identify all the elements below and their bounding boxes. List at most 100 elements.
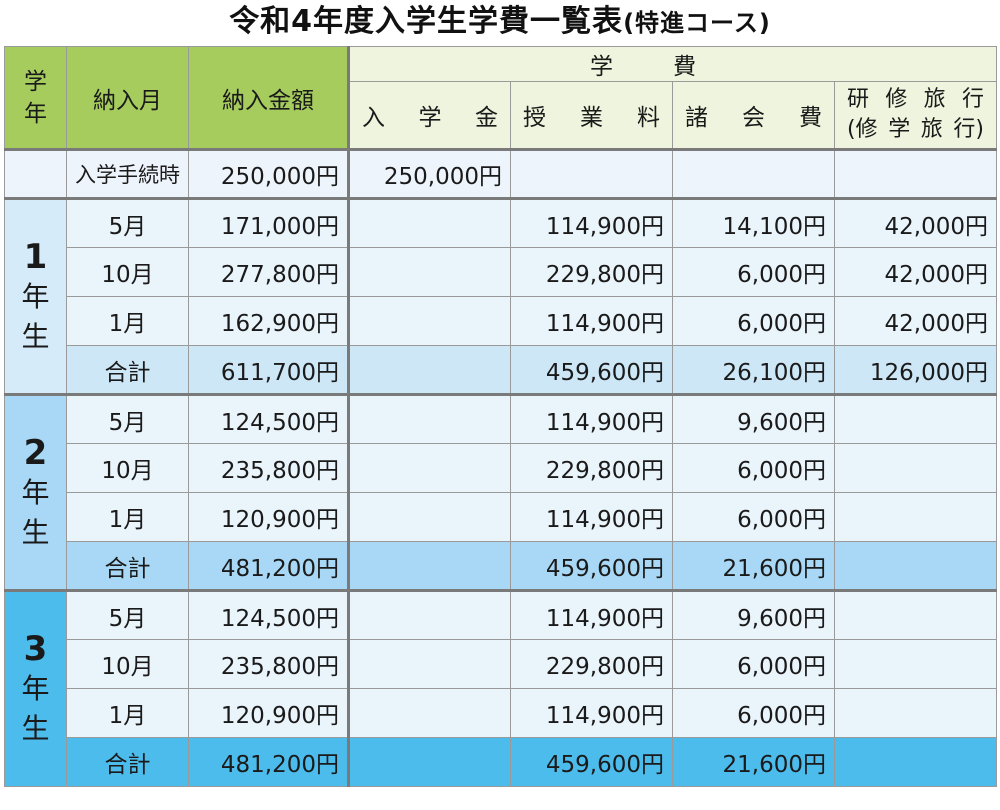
- table-row: 1 年生 5月 171,000円 114,900円 14,100円 42,000円: [4, 197, 997, 395]
- year-number: 1: [23, 236, 48, 277]
- cell-nyugakukin: [347, 443, 511, 493]
- title-main: 令和4年度入学生学費一覧表: [229, 4, 624, 39]
- cell-jugyoryo: 114,900円: [510, 492, 673, 542]
- cell-shokaihi: 26,100円: [672, 345, 835, 395]
- entry-shokaihi: [672, 148, 835, 199]
- cell-amount: 481,200円: [188, 541, 349, 591]
- cell-ryoko: 42,000円: [834, 247, 997, 297]
- cell-shokaihi: 6,000円: [672, 296, 835, 346]
- cell-month: 10月: [66, 639, 189, 689]
- cell-amount: 235,800円: [188, 639, 349, 689]
- cell-month: 1月: [66, 492, 189, 542]
- year-label-char: 生: [21, 515, 50, 549]
- header-shokaihi: 諸会費: [672, 81, 835, 150]
- cell-nyugakukin: [347, 541, 511, 591]
- cell-shokaihi: 9,600円: [672, 393, 835, 444]
- cell-ryoko: 126,000円: [834, 345, 997, 395]
- table-row: 2 年生 5月 124,500円 114,900円 9,600円: [4, 393, 997, 591]
- header-jugyoryo: 授業料: [510, 81, 673, 150]
- entry-row: 入学手続時 250,000円 250,000円: [4, 148, 997, 199]
- cell-amount: 235,800円: [188, 443, 349, 493]
- cell-nyugakukin: [347, 639, 511, 689]
- entry-month: 入学手続時: [66, 148, 189, 199]
- cell-nyugakukin: [347, 737, 511, 787]
- year-label-char: 生: [21, 712, 50, 745]
- cell-shokaihi: 21,600円: [672, 541, 835, 591]
- cell-ryoko: 42,000円: [834, 197, 997, 248]
- cell-nyugakukin: [347, 688, 511, 738]
- cell-nyugakukin: [347, 393, 511, 444]
- cell-month: 5月: [66, 393, 189, 444]
- year-label-char: 生: [21, 319, 50, 353]
- cell-nyugakukin: [347, 197, 511, 248]
- cell-ryoko: [834, 492, 997, 542]
- cell-jugyoryo: 459,600円: [510, 345, 673, 395]
- cell-shokaihi: 6,000円: [672, 688, 835, 738]
- cell-ryoko: [834, 737, 997, 787]
- header-gakuhi: 学費: [347, 46, 997, 82]
- header-month: 納入月: [66, 46, 189, 150]
- cell-shokaihi: 6,000円: [672, 247, 835, 297]
- cell-month: 10月: [66, 443, 189, 493]
- cell-ryoko: [834, 688, 997, 738]
- table-row: 10月 277,800円 229,800円 6,000円 42,000円: [5, 247, 997, 297]
- cell-jugyoryo: 114,900円: [510, 688, 673, 738]
- cell-amount: 120,900円: [188, 688, 349, 738]
- year-label-char: 年: [21, 672, 50, 705]
- cell-nyugakukin: [347, 247, 511, 297]
- cell-jugyoryo: 114,900円: [510, 197, 673, 248]
- cell-nyugakukin: [347, 296, 511, 346]
- cell-month: 合計: [66, 345, 189, 395]
- entry-year-cell: [4, 148, 67, 199]
- cell-amount: 171,000円: [188, 197, 349, 248]
- cell-jugyoryo: 229,800円: [510, 247, 673, 297]
- cell-month: 5月: [66, 589, 189, 640]
- year-number: 3: [23, 629, 48, 669]
- cell-month: 5月: [66, 197, 189, 248]
- year-label-char: 年: [21, 475, 50, 509]
- header-amount: 納入金額: [188, 46, 349, 150]
- cell-jugyoryo: 459,600円: [510, 737, 673, 787]
- entry-ryoko: [834, 148, 997, 199]
- cell-ryoko: [834, 589, 997, 640]
- total-row: 合計 611,700円 459,600円 26,100円 126,000円: [5, 345, 997, 395]
- cell-shokaihi: 6,000円: [672, 443, 835, 493]
- cell-month: 1月: [66, 688, 189, 738]
- cell-amount: 481,200円: [188, 737, 349, 787]
- cell-jugyoryo: 114,900円: [510, 589, 673, 640]
- cell-ryoko: 42,000円: [834, 296, 997, 346]
- entry-jugyoryo: [510, 148, 673, 199]
- cell-ryoko: [834, 393, 997, 444]
- table-row: 1月 162,900円 114,900円 6,000円 42,000円: [5, 296, 997, 346]
- cell-month: 合計: [66, 737, 189, 787]
- title-sub: (特進コース): [623, 9, 771, 37]
- cell-jugyoryo: 114,900円: [510, 296, 673, 346]
- tuition-table: 学年 納入月 納入金額 学費 入学金 授業料 諸会費 研修旅行 (修学旅行): [4, 46, 997, 787]
- header-nyugakukin: 入学金: [347, 81, 511, 150]
- cell-month: 10月: [66, 247, 189, 297]
- table-row: 10月 235,800円 229,800円 6,000円: [5, 639, 997, 689]
- cell-month: 1月: [66, 296, 189, 346]
- cell-ryoko: [834, 639, 997, 689]
- cell-shokaihi: 9,600円: [672, 589, 835, 640]
- header-ryoko: 研修旅行 (修学旅行): [834, 81, 997, 150]
- cell-jugyoryo: 229,800円: [510, 639, 673, 689]
- year-number: 2: [23, 432, 48, 473]
- cell-amount: 277,800円: [188, 247, 349, 297]
- header-year: 学年: [4, 46, 67, 150]
- entry-nyugakukin: 250,000円: [347, 148, 511, 199]
- cell-amount: 611,700円: [188, 345, 349, 395]
- cell-nyugakukin: [347, 345, 511, 395]
- cell-shokaihi: 14,100円: [672, 197, 835, 248]
- cell-shokaihi: 6,000円: [672, 639, 835, 689]
- cell-nyugakukin: [347, 589, 511, 640]
- cell-jugyoryo: 114,900円: [510, 393, 673, 444]
- total-row: 合計 481,200円 459,600円 21,600円: [5, 541, 997, 591]
- entry-amount: 250,000円: [188, 148, 349, 199]
- cell-shokaihi: 21,600円: [672, 737, 835, 787]
- cell-amount: 124,500円: [188, 589, 349, 640]
- table-row: 10月 235,800円 229,800円 6,000円: [5, 443, 997, 493]
